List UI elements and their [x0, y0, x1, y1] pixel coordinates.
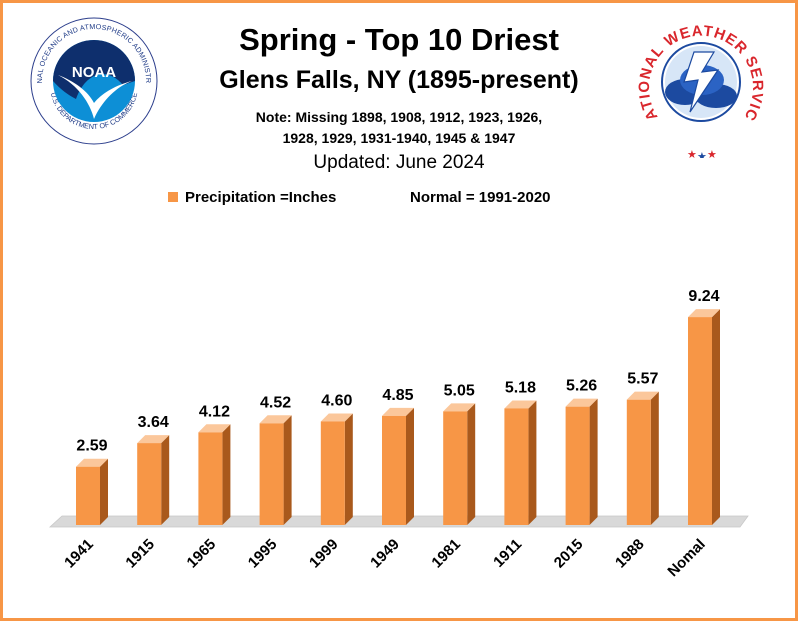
- bar: [76, 466, 100, 525]
- bar: [504, 408, 529, 525]
- x-tick-label: 1981: [428, 536, 464, 572]
- x-tick-label: 2015: [551, 536, 587, 572]
- noaa-logo: NATIONAL OCEANIC AND ATMOSPHERIC ADMINIS…: [28, 15, 158, 145]
- bar-top: [198, 424, 231, 433]
- x-tick-label: 1999: [306, 536, 342, 572]
- chart-subtitle: Glens Falls, NY (1895-present): [219, 66, 579, 94]
- bar-value-label: 5.26: [566, 378, 597, 395]
- lightning-bolt-icon: [683, 51, 720, 113]
- bar-top: [320, 413, 353, 422]
- bar: [626, 399, 651, 525]
- bar-side: [589, 398, 598, 525]
- bar-side: [406, 407, 414, 525]
- x-tick-label: 1995: [245, 536, 281, 572]
- bar-side: [528, 400, 537, 525]
- bar: [382, 415, 406, 525]
- bar-value-label: 9.24: [688, 288, 719, 305]
- x-tick-label: 1915: [122, 536, 158, 572]
- bar-top: [504, 400, 537, 409]
- star-icon: ★: [697, 151, 707, 158]
- bar-value-label: 4.12: [199, 403, 230, 420]
- bar-value-label: 3.64: [138, 414, 169, 431]
- bar-top: [76, 458, 108, 467]
- bar-value-label: 4.60: [321, 393, 352, 410]
- bar-value-label: 5.57: [627, 371, 658, 388]
- bar-top: [565, 398, 598, 407]
- note-line-1: Note: Missing 1898, 1908, 1912, 1923, 19…: [255, 109, 543, 125]
- bar: [688, 317, 712, 525]
- x-tick-label: 1941: [61, 536, 97, 572]
- x-tick-label: 1965: [184, 536, 220, 572]
- bar-value-label: 5.05: [444, 382, 475, 399]
- noaa-wordmark: NOAA: [72, 64, 116, 81]
- bar-top: [382, 407, 414, 416]
- x-tick-label: Nomal: [664, 536, 708, 580]
- chart-title: Spring - Top 10 Driest: [239, 22, 559, 57]
- bar-value-label: 5.18: [505, 379, 536, 396]
- bar-side: [100, 458, 108, 525]
- star-icon: ★: [687, 149, 697, 158]
- bar: [320, 421, 345, 525]
- updated-date: Updated: June 2024: [313, 152, 485, 173]
- bar-top: [259, 415, 292, 424]
- legend-normal-label: Normal = 1991-2020: [410, 189, 551, 206]
- bar-side: [344, 413, 353, 525]
- bar-side: [650, 391, 659, 525]
- legend-swatch: [168, 192, 178, 202]
- bar-side: [712, 309, 720, 525]
- bar-side: [283, 415, 292, 525]
- bar: [565, 406, 590, 525]
- nws-logo: NATIONAL WEATHER SERVICE ★ ★ ★: [628, 12, 765, 158]
- bar-top: [443, 403, 476, 412]
- star-icon: ★: [707, 149, 717, 158]
- x-tick-label: 1988: [612, 536, 648, 572]
- bar-side: [222, 424, 231, 525]
- bar-value-label: 2.59: [76, 438, 107, 455]
- bar: [137, 443, 162, 525]
- note-line-2: 1928, 1929, 1931-1940, 1945 & 1947: [282, 130, 516, 146]
- missing-years-note: Note: Missing 1898, 1908, 1912, 1923, 19…: [0, 107, 798, 149]
- bar-side: [467, 403, 476, 525]
- bar-top: [626, 391, 659, 400]
- bar-top: [688, 309, 720, 318]
- bar: [259, 423, 284, 525]
- legend-series-label: Precipitation =Inches: [185, 189, 337, 206]
- bar-side: [161, 435, 170, 525]
- bar-value-label: 4.52: [260, 394, 291, 411]
- bar: [443, 411, 468, 525]
- bar-value-label: 4.85: [382, 387, 413, 404]
- bar: [198, 432, 223, 525]
- bar-top: [137, 435, 170, 444]
- x-tick-label: 1949: [367, 536, 403, 572]
- x-tick-label: 1911: [490, 536, 525, 571]
